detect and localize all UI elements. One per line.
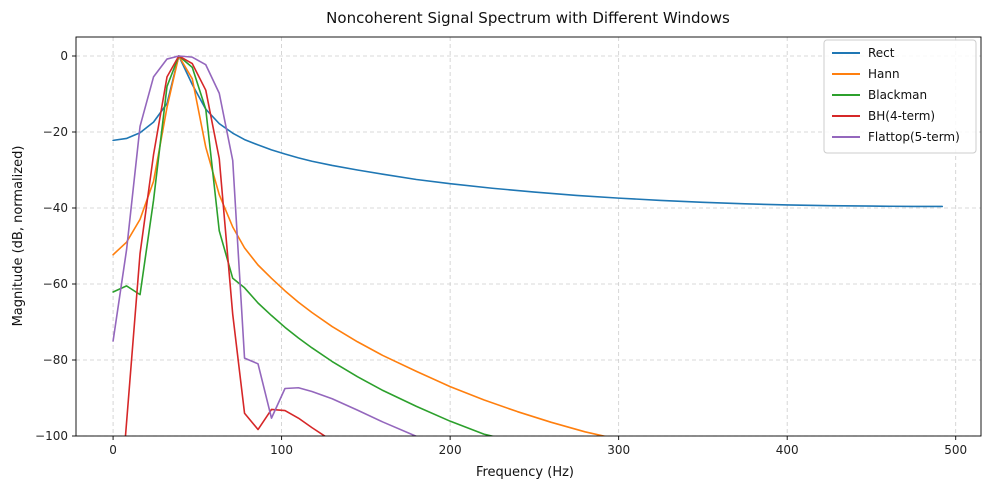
x-tick-label: 500 bbox=[944, 443, 967, 457]
legend: Rect Hann Blackman BH(4-term) Flattop(5-term… bbox=[823, 39, 977, 154]
legend-label-rect: Rect bbox=[868, 46, 895, 60]
legend-label-flattop-5-term: Flattop(5-term) bbox=[868, 130, 960, 144]
y-tick-label: −60 bbox=[43, 277, 68, 291]
x-tick-label: 100 bbox=[270, 443, 293, 457]
y-tick-label: −80 bbox=[43, 353, 68, 367]
series-line-flattop-5-term bbox=[112, 55, 418, 436]
y-tick-label: −40 bbox=[43, 201, 68, 215]
chart-title: Noncoherent Signal Spectrum with Differe… bbox=[326, 9, 730, 27]
x-tick-label: 400 bbox=[776, 443, 799, 457]
x-tick-label: 0 bbox=[109, 443, 117, 457]
y-tick-label: −100 bbox=[35, 429, 68, 443]
series-line-bh-4-term bbox=[124, 55, 327, 436]
x-tick-label: 300 bbox=[607, 443, 630, 457]
y-tick-label: 0 bbox=[60, 49, 68, 63]
x-tick-label: 200 bbox=[439, 443, 462, 457]
legend-label-bh-4-term: BH(4-term) bbox=[868, 109, 935, 123]
legend-label-hann: Hann bbox=[868, 67, 900, 81]
series-line-hann bbox=[112, 55, 608, 436]
y-axis-label: Magnitude (dB, normalized) bbox=[11, 146, 26, 327]
series-line-rect bbox=[112, 55, 944, 208]
series-layer bbox=[112, 55, 944, 436]
plot-frame bbox=[75, 36, 982, 437]
legend-label-blackman: Blackman bbox=[868, 88, 927, 102]
legend-box bbox=[823, 39, 977, 154]
y-tick-label: −20 bbox=[43, 125, 68, 139]
series-line-blackman bbox=[112, 55, 496, 436]
x-axis-label: Frequency (Hz) bbox=[476, 465, 574, 480]
axis-ticks: 0 100 200 300 400 500 0 −20 −40 −60 −80 −100 bbox=[35, 49, 967, 457]
